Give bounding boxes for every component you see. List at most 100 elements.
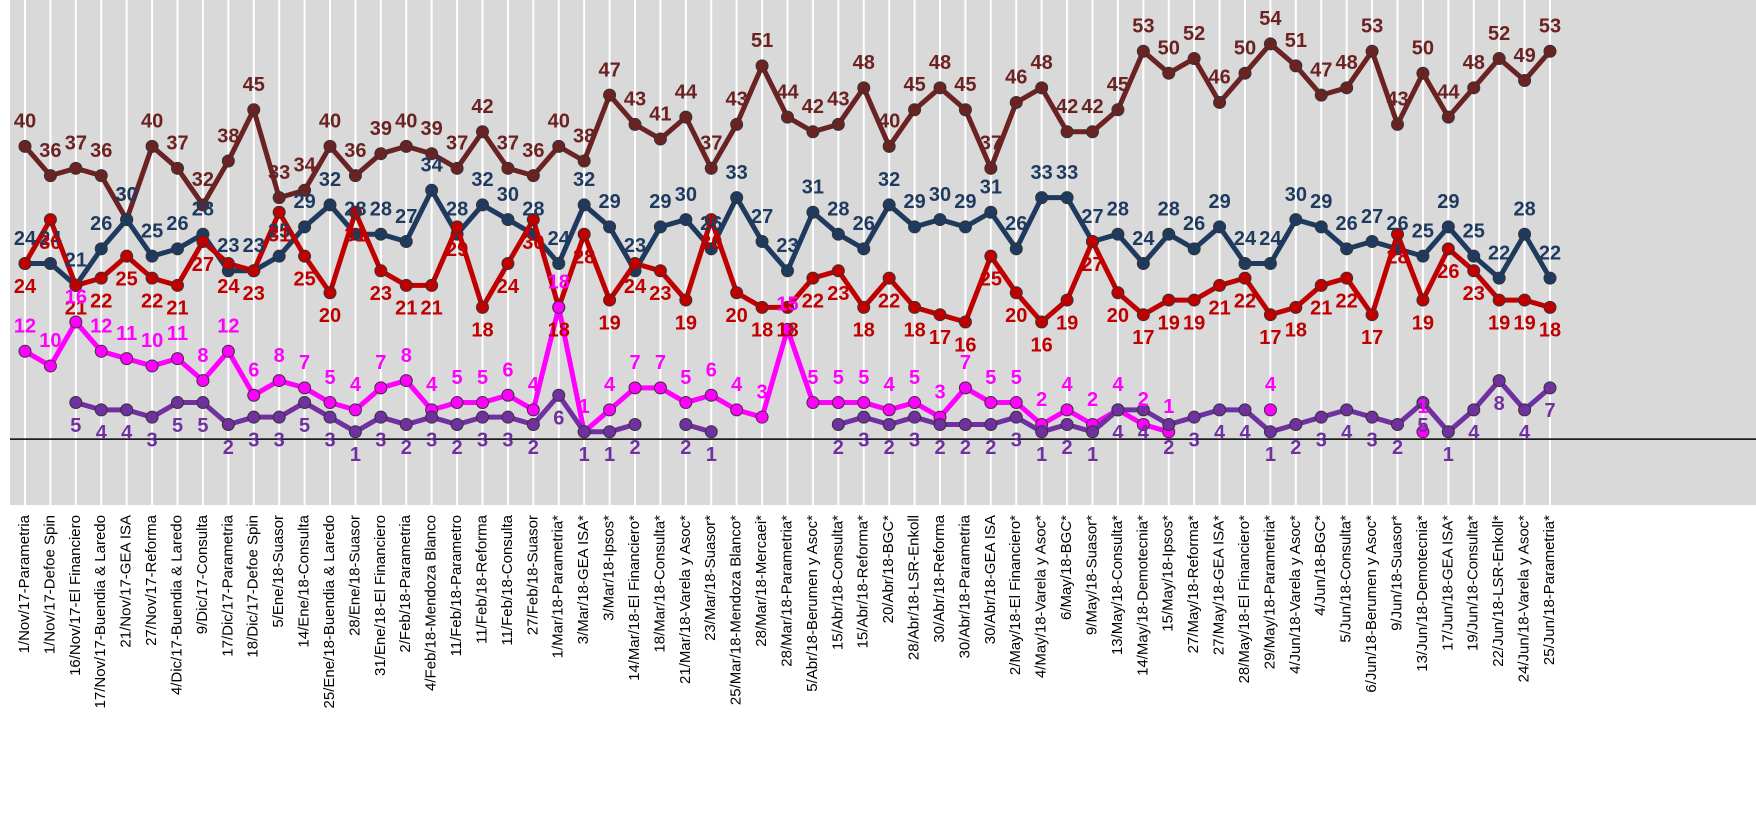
x-tick-label: 4/Jun/18-BGC* (1312, 515, 1329, 616)
x-tick-label: 30/Abr/18-Parametria (956, 514, 973, 658)
point (1009, 410, 1023, 424)
x-tick-label: 25/Jun/18-Parametria* (1541, 515, 1558, 665)
data-label: 26 (166, 213, 188, 235)
point (450, 396, 464, 410)
data-label: 22 (141, 290, 163, 312)
data-label: 1 (1265, 444, 1276, 466)
data-label: 25 (293, 268, 315, 290)
data-label: 2 (401, 437, 412, 459)
point (781, 110, 794, 124)
point (476, 125, 489, 139)
point (577, 198, 591, 212)
point (1492, 271, 1506, 285)
data-label: 2 (1163, 437, 1174, 459)
point (1416, 66, 1430, 80)
point (221, 344, 235, 358)
data-label: 4 (604, 374, 616, 396)
data-label: 16 (65, 286, 87, 308)
point (94, 344, 108, 358)
data-label: 52 (1488, 23, 1510, 45)
point (628, 117, 642, 131)
data-label: 2 (934, 437, 945, 459)
data-label: 3 (934, 381, 945, 403)
x-tick-label: 4/Jun/18-Varela y Asoc* (1287, 515, 1304, 674)
point (1391, 417, 1404, 431)
data-label: 18 (776, 320, 798, 342)
data-label: 19 (1412, 312, 1434, 334)
point (857, 396, 871, 410)
point (958, 220, 972, 234)
data-label: 53 (1132, 16, 1154, 38)
data-label: 39 (370, 118, 392, 140)
point (857, 410, 871, 424)
x-tick-label: 28/Ene/18-Suasor (346, 515, 363, 636)
data-label: 4 (528, 374, 540, 396)
point (908, 396, 922, 410)
data-label: 46 (1005, 67, 1027, 89)
data-label: 5 (833, 367, 844, 389)
point (755, 410, 769, 424)
point (1136, 256, 1150, 270)
data-label: 4 (884, 374, 896, 396)
x-tick-label: 21/Mar/18-Varela y Asoc* (677, 515, 694, 684)
x-tick-label: 30/Abr/18-Reforma (931, 514, 948, 642)
data-label: 3 (324, 429, 335, 451)
x-tick-label: 14/May/18-Demotecnia* (1134, 515, 1151, 676)
data-label: 18 (548, 320, 570, 342)
point (145, 139, 159, 153)
data-label: 26 (1183, 213, 1205, 235)
point (730, 286, 744, 300)
point (958, 417, 972, 431)
data-label: 4 (1112, 422, 1124, 444)
data-label: 7 (655, 352, 666, 374)
point (501, 213, 515, 227)
point (679, 213, 693, 227)
point (1035, 425, 1049, 439)
point (1136, 417, 1150, 431)
point (272, 205, 286, 219)
point (196, 396, 210, 410)
point (1365, 44, 1379, 58)
data-label: 19 (1513, 312, 1535, 334)
data-label: 51 (1285, 30, 1307, 52)
point (857, 242, 871, 256)
data-label: 26 (1437, 261, 1459, 283)
data-label: 21 (1310, 298, 1332, 320)
data-label: 6 (553, 407, 564, 429)
point (323, 410, 337, 424)
point (1136, 308, 1150, 322)
data-label: 4 (1239, 422, 1251, 444)
x-tick-label: 5/Abr/18-Berumen y Asoc* (804, 515, 821, 692)
point (831, 117, 845, 131)
point (1187, 293, 1201, 307)
data-label: 29 (649, 191, 671, 213)
point (1467, 264, 1481, 278)
data-label: 6 (706, 359, 717, 381)
data-label: 1 (579, 396, 590, 418)
point (958, 315, 972, 329)
data-label: 4 (1138, 422, 1150, 444)
point (1035, 81, 1049, 95)
point (806, 125, 820, 139)
data-label: 29 (598, 191, 620, 213)
data-label: 24 (497, 276, 520, 298)
point (526, 213, 540, 227)
data-label: 27 (751, 206, 773, 228)
point (603, 88, 617, 102)
x-tick-label: 9/May/18-Suasor* (1083, 515, 1100, 635)
x-tick-label: 9/Dic/17-Consulta (194, 514, 211, 634)
point (831, 264, 845, 278)
point (374, 147, 388, 161)
point (755, 59, 769, 73)
data-label: 48 (1336, 52, 1358, 74)
point (1289, 59, 1303, 73)
point (1213, 95, 1227, 109)
point (1289, 213, 1303, 227)
data-label: 18 (751, 320, 773, 342)
data-label: 2 (680, 437, 691, 459)
point (120, 249, 134, 263)
x-tick-label: 17/Jun/18-GEA ISA* (1439, 515, 1456, 651)
data-label: 46 (1208, 67, 1230, 89)
x-tick-label: 16/Nov/17-El Financiero (67, 515, 84, 676)
point (476, 300, 489, 314)
